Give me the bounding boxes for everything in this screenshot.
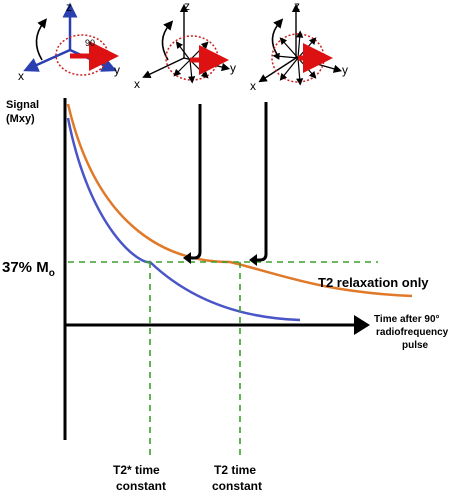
t2-label-line2: constant — [212, 479, 262, 493]
y-axis-arrow — [69, 48, 117, 72]
precession-arrow — [161, 20, 174, 61]
spin-diagram-2: z x y — [134, 0, 236, 91]
x-axis-arrow — [142, 57, 185, 78]
pointer-arrowhead-1 — [183, 252, 191, 264]
x-axis-arrow — [258, 57, 297, 83]
x-axis-arrow — [23, 48, 71, 72]
spin-diagram-1: z x y 90 — [18, 0, 120, 83]
precession-arrow — [35, 18, 47, 61]
y-label: y — [114, 63, 120, 77]
x-axis-label-line2: radiofrequency — [376, 327, 449, 338]
flip-angle-label: 90 — [85, 38, 95, 48]
z-label: z — [66, 0, 72, 14]
x-axis-arrowhead — [354, 315, 370, 335]
z-label: z — [294, 0, 300, 13]
t2-star-label-line1: T2* time — [113, 463, 160, 477]
y-label: y — [230, 61, 236, 75]
x-axis-label-line1: Time after 90° — [374, 314, 440, 325]
x-label: x — [134, 77, 140, 91]
t2-label-line1: T2 time — [214, 463, 256, 477]
threshold-label: 37% Mo — [2, 259, 55, 279]
pointer-arrowhead-2 — [249, 254, 257, 266]
z-label: z — [184, 0, 190, 13]
spin-diagram-3: z x y — [250, 0, 348, 93]
pointer-arrow-2 — [254, 102, 268, 262]
x-axis-label-line3: pulse — [402, 340, 429, 351]
t2-star-label-line2: constant — [116, 479, 166, 493]
pointer-arrow-1 — [188, 104, 202, 260]
x-label: x — [18, 69, 24, 83]
x-label: x — [250, 79, 256, 93]
y-axis-label-line1: Signal — [6, 99, 39, 111]
y-label: y — [342, 63, 348, 77]
t2-legend-label: T2 relaxation only — [318, 275, 429, 290]
y-axis-label-line2: (Mxy) — [6, 113, 35, 125]
